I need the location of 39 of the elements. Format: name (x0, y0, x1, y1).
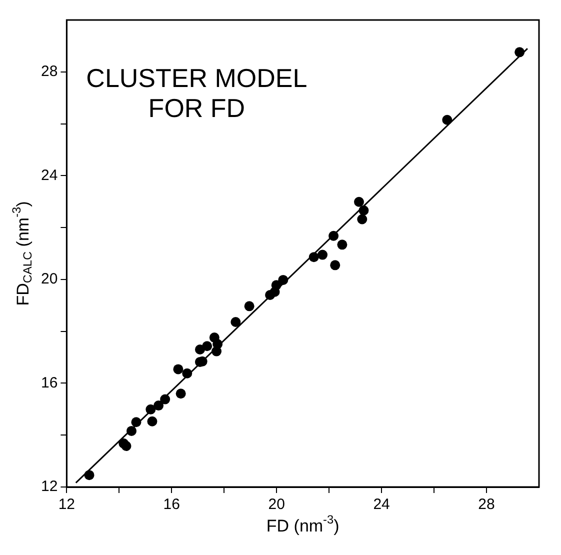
point (330, 260, 340, 270)
point (230, 316, 241, 327)
point (328, 230, 339, 241)
point (354, 196, 364, 207)
point (202, 341, 212, 352)
point (126, 426, 136, 436)
point (173, 364, 184, 374)
point (357, 214, 368, 224)
point (271, 280, 282, 290)
y-tick-label: 28 (40, 63, 58, 80)
point (131, 417, 142, 428)
point (308, 252, 319, 262)
point (84, 470, 94, 480)
point (278, 274, 288, 285)
x-tick-label: 12 (58, 496, 76, 514)
x-tick-label: 16 (163, 496, 180, 514)
text: CLUSTER MODEL FOR FD (86, 63, 308, 124)
x-tick-label: 20 (268, 496, 285, 514)
y-tick-label: 12 (40, 478, 58, 496)
y-tick-label: 24 (40, 166, 58, 184)
x-tick-label: 24 (373, 496, 390, 514)
point (337, 240, 348, 250)
point (182, 368, 192, 378)
x-tick-label: 28 (478, 496, 495, 514)
point (160, 394, 170, 404)
point (212, 346, 222, 356)
point (147, 416, 158, 426)
y-tick-label: 16 (40, 374, 58, 392)
point (358, 205, 369, 216)
y-tick-label: 20 (40, 270, 58, 288)
point (442, 114, 452, 125)
point (154, 400, 164, 411)
point (244, 301, 254, 312)
point (318, 250, 328, 260)
y-axis-title: FDCALC (nm-3) (9, 201, 35, 306)
point (514, 47, 525, 58)
point (176, 388, 186, 399)
point (121, 441, 132, 452)
point (146, 404, 156, 414)
